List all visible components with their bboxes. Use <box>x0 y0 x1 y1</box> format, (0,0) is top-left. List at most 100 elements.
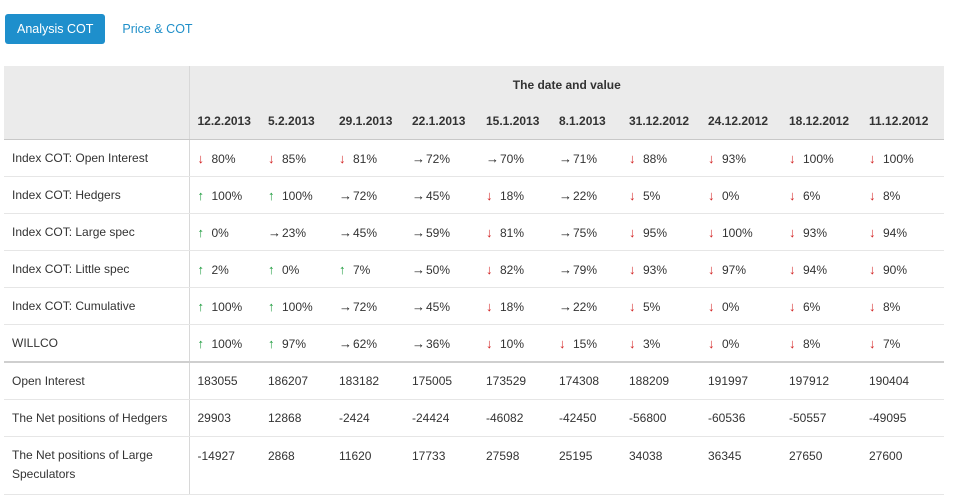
index-cell: ↓ 0% <box>700 176 781 214</box>
value-cell: 186207 <box>260 362 331 400</box>
index-value: 79% <box>573 262 598 277</box>
table-row: Index COT: Cumulative ↑ 100% ↑ 100% →72% →45% ↓… <box>4 287 945 325</box>
value-cell: -24424 <box>404 399 478 437</box>
cot-table: The date and value 12.2.2013 5.2.2013 29.1… <box>4 66 945 495</box>
index-cell: ↓ 81% <box>478 213 551 251</box>
index-value: 0% <box>722 336 740 351</box>
index-cell: ↑ 0% <box>189 213 260 251</box>
index-cell: ↓ 0% <box>700 287 781 325</box>
index-cell: ↑ 100% <box>189 287 260 325</box>
index-cell: ↓ 18% <box>478 287 551 325</box>
value-cell: 2868 <box>260 436 331 495</box>
arrow-up-icon: ↑ <box>268 261 275 277</box>
table-row: Index COT: Hedgers ↑ 100% ↑ 100% →72% →45% ↓ 18%… <box>4 176 945 214</box>
arrow-down-icon: ↓ <box>789 261 796 277</box>
index-cell: →23% <box>260 213 331 251</box>
arrow-down-icon: ↓ <box>486 261 493 277</box>
index-value: 100% <box>722 225 753 240</box>
index-value: 100% <box>282 188 313 203</box>
value-cell: 34038 <box>621 436 700 495</box>
row-label: Index COT: Open Interest <box>4 139 190 177</box>
index-value: 0% <box>722 188 740 203</box>
value-cell: -46082 <box>478 399 551 437</box>
arrow-down-icon: ↓ <box>339 150 346 166</box>
index-cell: ↑ 7% <box>331 250 404 288</box>
arrow-down-icon: ↓ <box>486 298 493 314</box>
arrow-down-icon: ↓ <box>629 261 636 277</box>
index-cell: ↓ 8% <box>861 287 945 325</box>
date-header: 31.12.2012 <box>621 103 700 140</box>
index-value: 94% <box>803 262 828 277</box>
index-cell: ↓ 100% <box>700 213 781 251</box>
tab-price-cot[interactable]: Price & COT <box>122 22 193 36</box>
value-cell: 174308 <box>551 362 621 400</box>
index-cell: ↓ 80% <box>189 139 260 177</box>
arrow-up-icon: ↑ <box>197 187 205 203</box>
arrow-down-icon: ↓ <box>268 150 275 166</box>
tab-analysis-cot[interactable]: Analysis COT <box>5 14 106 44</box>
index-cell: ↓ 82% <box>478 250 551 288</box>
index-cell: ↓ 8% <box>781 324 861 363</box>
arrow-right-icon: → <box>339 335 352 351</box>
arrow-down-icon: ↓ <box>708 224 715 240</box>
value-cell: -50557 <box>781 399 861 437</box>
index-value: 85% <box>282 151 307 166</box>
arrow-down-icon: ↓ <box>789 335 796 351</box>
arrow-down-icon: ↓ <box>708 150 715 166</box>
index-cell: ↓ 85% <box>260 139 331 177</box>
index-value: 88% <box>643 151 668 166</box>
index-cell: →50% <box>404 250 478 288</box>
index-value: 81% <box>353 151 378 166</box>
index-cell: ↓ 0% <box>700 324 781 363</box>
date-header: 11.12.2012 <box>861 103 945 140</box>
index-value: 7% <box>353 262 371 277</box>
arrow-down-icon: ↓ <box>708 298 715 314</box>
value-cell: -49095 <box>861 399 945 437</box>
index-value: 45% <box>426 299 451 314</box>
value-cell: 27600 <box>861 436 945 495</box>
index-cell: ↓ 94% <box>861 213 945 251</box>
index-value: 22% <box>573 188 598 203</box>
arrow-right-icon: → <box>412 224 425 240</box>
index-cell: →62% <box>331 324 404 363</box>
arrow-right-icon: → <box>559 298 572 314</box>
index-cell: →22% <box>551 287 621 325</box>
arrow-down-icon: ↓ <box>197 150 205 166</box>
index-value: 95% <box>643 225 668 240</box>
value-cell: 25195 <box>551 436 621 495</box>
row-label: Index COT: Cumulative <box>4 287 190 325</box>
value-cell: -2424 <box>331 399 404 437</box>
arrow-down-icon: ↓ <box>708 261 715 277</box>
arrow-down-icon: ↓ <box>629 187 636 203</box>
value-cell: 12868 <box>260 399 331 437</box>
index-value: 97% <box>282 336 307 351</box>
value-cell: 188209 <box>621 362 700 400</box>
arrow-right-icon: → <box>412 298 425 314</box>
index-value: 71% <box>573 151 598 166</box>
row-label: WILLCO <box>4 324 190 363</box>
index-cell: ↑ 2% <box>189 250 260 288</box>
index-value: 72% <box>353 299 378 314</box>
arrow-down-icon: ↓ <box>559 335 566 351</box>
index-cell: →79% <box>551 250 621 288</box>
index-cell: ↓ 8% <box>861 176 945 214</box>
index-cell: →71% <box>551 139 621 177</box>
arrow-right-icon: → <box>412 261 425 277</box>
index-cell: ↓ 95% <box>621 213 700 251</box>
index-value: 97% <box>722 262 747 277</box>
index-cell: ↓ 3% <box>621 324 700 363</box>
index-cell: ↑ 0% <box>260 250 331 288</box>
index-cell: ↓ 6% <box>781 287 861 325</box>
row-label: The Net positions of Hedgers <box>4 399 190 437</box>
arrow-down-icon: ↓ <box>789 298 796 314</box>
arrow-right-icon: → <box>339 187 352 203</box>
index-value: 18% <box>500 188 525 203</box>
row-label: Index COT: Hedgers <box>4 176 190 214</box>
table-row: The Net positions of Hedgers 29903 12868 -2… <box>4 399 945 437</box>
index-value: 15% <box>573 336 598 351</box>
row-label: Index COT: Little spec <box>4 250 190 288</box>
index-cell: ↓ 94% <box>781 250 861 288</box>
header-corner <box>4 66 190 140</box>
index-value: 100% <box>803 151 834 166</box>
index-value: 100% <box>883 151 914 166</box>
